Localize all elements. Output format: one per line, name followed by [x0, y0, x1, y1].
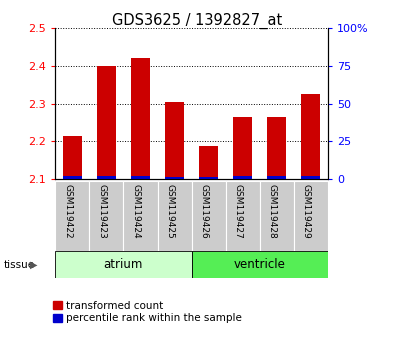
Bar: [294, 181, 328, 251]
Text: GSM119428: GSM119428: [268, 184, 277, 239]
Bar: [267, 117, 286, 179]
Bar: [233, 176, 252, 179]
Bar: [192, 251, 328, 278]
Text: ▶: ▶: [30, 260, 37, 270]
Text: GSM119426: GSM119426: [199, 184, 209, 239]
Bar: [199, 177, 218, 179]
Text: atrium: atrium: [104, 258, 143, 271]
Bar: [158, 181, 192, 251]
Bar: [165, 177, 184, 179]
Bar: [55, 251, 192, 278]
Bar: [97, 176, 116, 179]
Bar: [123, 181, 158, 251]
Text: ventricle: ventricle: [234, 258, 286, 271]
Bar: [131, 176, 150, 179]
Bar: [199, 146, 218, 179]
Text: GSM119429: GSM119429: [302, 184, 311, 239]
Bar: [131, 58, 150, 179]
Bar: [260, 181, 294, 251]
Text: GSM119425: GSM119425: [166, 184, 175, 239]
Bar: [301, 176, 320, 179]
Bar: [63, 136, 82, 179]
Bar: [89, 181, 123, 251]
Text: GSM119424: GSM119424: [132, 184, 141, 239]
Bar: [192, 181, 226, 251]
Text: GSM119422: GSM119422: [63, 184, 72, 239]
Bar: [63, 176, 82, 179]
Bar: [97, 66, 116, 179]
Text: GDS3625 / 1392827_at: GDS3625 / 1392827_at: [112, 12, 283, 29]
Text: GSM119427: GSM119427: [234, 184, 243, 239]
Text: tissue: tissue: [4, 260, 35, 270]
Bar: [267, 176, 286, 179]
Text: GSM119423: GSM119423: [98, 184, 106, 239]
Bar: [55, 181, 89, 251]
Bar: [165, 102, 184, 179]
Bar: [301, 94, 320, 179]
Legend: transformed count, percentile rank within the sample: transformed count, percentile rank withi…: [53, 301, 242, 324]
Bar: [226, 181, 260, 251]
Bar: [233, 117, 252, 179]
